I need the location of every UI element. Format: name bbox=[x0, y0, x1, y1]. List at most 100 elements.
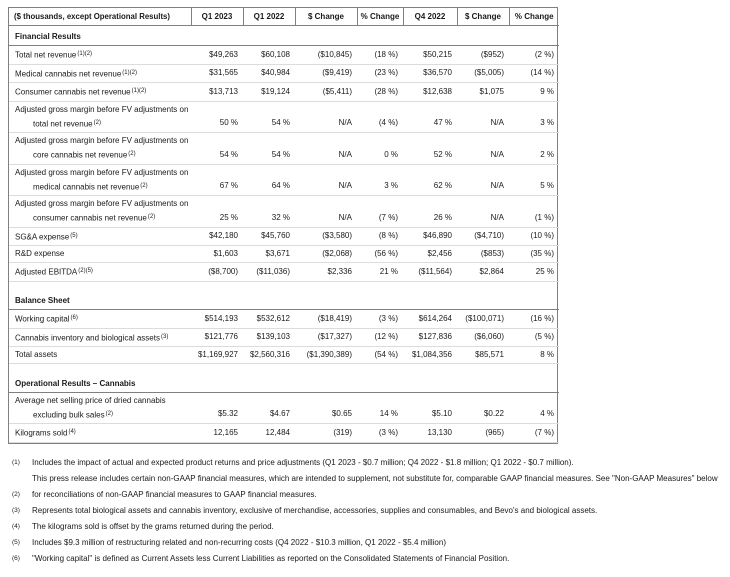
row-label: Balance Sheet bbox=[9, 290, 559, 310]
spacer-cell bbox=[9, 281, 559, 290]
row-label-text: Consumer cannabis net revenue bbox=[15, 87, 131, 97]
value-cell: 9 % bbox=[509, 82, 559, 102]
value-cell: (14 %) bbox=[509, 64, 559, 83]
value-cell: 64 % bbox=[243, 177, 295, 196]
value-cell: ($17,327) bbox=[295, 328, 357, 347]
value-cell: 54 % bbox=[243, 146, 295, 165]
data-row: consumer cannabis net revenue(2) 25 % 32 %… bbox=[9, 209, 559, 228]
value-cell: (1 %) bbox=[509, 209, 559, 228]
header-row: ($ thousands, except Operational Results… bbox=[9, 8, 559, 26]
value-cell bbox=[357, 101, 403, 115]
section-row: Operational Results – Cannabis bbox=[9, 372, 559, 393]
footnote-marker: (5) bbox=[12, 538, 20, 546]
value-cell: ($8,700) bbox=[191, 262, 243, 282]
row-label: SG&A expense(5) bbox=[9, 227, 191, 246]
col-header-q4-2022: Q4 2022 bbox=[402, 8, 457, 26]
value-cell: (7 %) bbox=[357, 209, 403, 228]
data-row: Cannabis inventory and biological assets… bbox=[9, 328, 559, 347]
footnote-line: (1) Includes the impact of actual and exp… bbox=[12, 458, 718, 468]
value-cell bbox=[509, 133, 559, 147]
footnote-line: (4) The kilograms sold is offset by the g… bbox=[12, 522, 718, 532]
value-cell: 21 % bbox=[357, 262, 403, 282]
row-label-text: Adjusted gross margin before FV adjustme… bbox=[15, 136, 189, 145]
value-cell: $2,456 bbox=[403, 245, 457, 263]
row-label: R&D expense bbox=[9, 245, 191, 263]
col-header-dollar-change-qoq: $ Change bbox=[456, 8, 509, 26]
row-label: Adjusted EBITDA(2)(5) bbox=[9, 262, 191, 282]
value-cell: 54 % bbox=[243, 114, 295, 133]
value-cell: ($100,071) bbox=[457, 309, 509, 329]
value-cell: ($853) bbox=[457, 245, 509, 263]
row-label: excluding bulk sales(2) bbox=[9, 405, 191, 424]
value-cell: 12,165 bbox=[191, 423, 243, 443]
value-cell bbox=[509, 101, 559, 115]
value-cell: N/A bbox=[457, 146, 509, 165]
value-cell bbox=[403, 196, 457, 210]
value-cell: ($952) bbox=[457, 45, 509, 65]
value-cell: (12 %) bbox=[357, 328, 403, 347]
value-cell: (319) bbox=[295, 423, 357, 443]
value-cell bbox=[191, 133, 243, 147]
value-cell: $60,108 bbox=[243, 45, 295, 65]
row-label: Total assets bbox=[9, 346, 191, 364]
value-cell: 2 % bbox=[509, 146, 559, 165]
value-cell bbox=[403, 101, 457, 115]
value-cell: (4 %) bbox=[357, 114, 403, 133]
value-cell: $36,570 bbox=[403, 64, 457, 83]
value-cell bbox=[509, 196, 559, 210]
row-label-text: SG&A expense bbox=[15, 232, 70, 241]
value-cell: 12,484 bbox=[243, 423, 295, 443]
col-header-dollar-change-yoy: $ Change bbox=[294, 8, 357, 26]
value-cell: (5 %) bbox=[509, 328, 559, 347]
footnote-text: for reconciliations of non-GAAP financia… bbox=[32, 489, 317, 499]
footnote-ref: (2) bbox=[93, 119, 101, 126]
value-cell: ($9,419) bbox=[295, 64, 357, 83]
footnote-marker: (4) bbox=[12, 522, 20, 530]
financial-results-table-box: ($ thousands, except Operational Results… bbox=[8, 7, 559, 444]
value-cell bbox=[295, 392, 357, 406]
value-cell: 50 % bbox=[191, 114, 243, 133]
value-cell: $2,864 bbox=[457, 262, 509, 282]
value-cell: N/A bbox=[457, 209, 509, 228]
value-cell: (18 %) bbox=[357, 45, 403, 65]
value-cell bbox=[457, 164, 509, 178]
data-row: Total net revenue(1)(2) $49,263 $60,108 ($1… bbox=[9, 45, 559, 65]
value-cell: ($1,390,389) bbox=[295, 346, 357, 364]
footnote-ref: (1)(2) bbox=[131, 88, 147, 94]
footnote-ref: (2) bbox=[128, 151, 136, 157]
value-cell bbox=[295, 133, 357, 147]
value-cell: (16 %) bbox=[509, 309, 559, 329]
value-cell: 8 % bbox=[509, 346, 559, 364]
value-cell: 3 % bbox=[509, 114, 559, 133]
row-label-text: medical cannabis net revenue bbox=[33, 182, 140, 191]
value-cell: $40,984 bbox=[243, 64, 295, 83]
value-cell: $1,084,356 bbox=[403, 346, 457, 364]
value-cell: 5 % bbox=[509, 177, 559, 196]
value-cell: (8 %) bbox=[357, 227, 403, 246]
value-cell: 54 % bbox=[191, 146, 243, 165]
footnote-line: This press release includes certain non-… bbox=[12, 474, 718, 484]
footnote-text: This press release includes certain non-… bbox=[32, 473, 718, 483]
row-label: Adjusted gross margin before FV adjustme… bbox=[9, 196, 191, 210]
value-cell: ($5,411) bbox=[295, 82, 357, 102]
value-cell bbox=[243, 101, 295, 115]
value-cell: $2,336 bbox=[295, 262, 357, 282]
value-cell: N/A bbox=[295, 146, 357, 165]
value-cell: ($10,845) bbox=[295, 45, 357, 65]
label-row: Adjusted gross margin before FV adjustme… bbox=[9, 196, 559, 210]
row-label-text: Total assets bbox=[15, 350, 58, 359]
row-label-text: Kilograms sold bbox=[15, 428, 68, 438]
row-label: Kilograms sold(4) bbox=[9, 423, 191, 443]
value-cell: (54 %) bbox=[357, 346, 403, 364]
row-label: Adjusted gross margin before FV adjustme… bbox=[9, 164, 191, 178]
value-cell: 25 % bbox=[509, 262, 559, 282]
data-row: total net revenue(2) 50 % 54 % N/A (4 %) 47 %… bbox=[9, 114, 559, 133]
row-label-text: core cannabis net revenue bbox=[33, 150, 128, 160]
row-label: Adjusted gross margin before FV adjustme… bbox=[9, 101, 191, 115]
label-row: Adjusted gross margin before FV adjustme… bbox=[9, 133, 559, 147]
value-cell: $139,103 bbox=[243, 328, 295, 347]
col-header-pct-change-qoq: % Change bbox=[508, 8, 559, 26]
data-row: Medical cannabis net revenue(1)(2) $31,56… bbox=[9, 64, 559, 83]
value-cell: 3 % bbox=[357, 177, 403, 196]
footnote-ref: (2) bbox=[105, 410, 113, 417]
